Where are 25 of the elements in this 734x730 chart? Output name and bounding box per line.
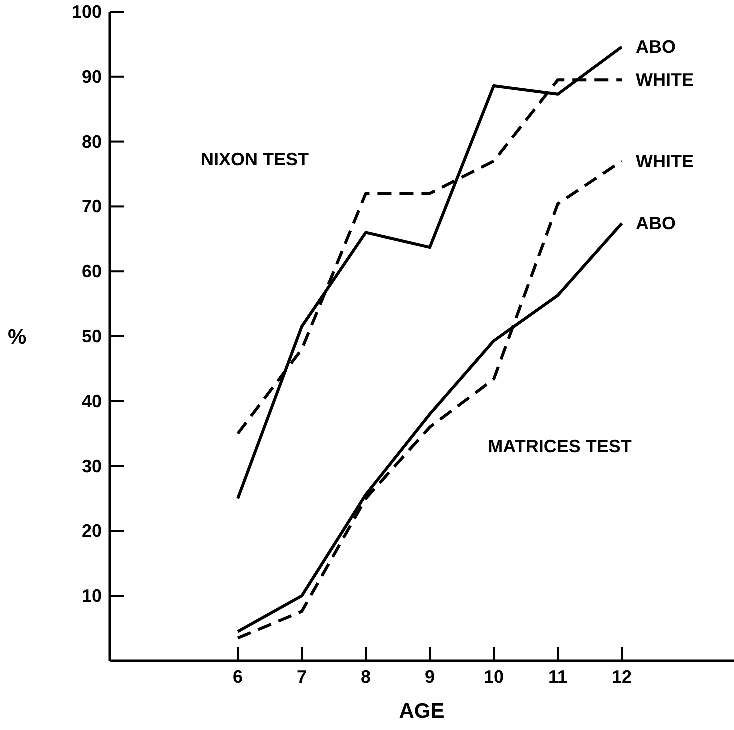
x-tick-label: 9 [424, 667, 436, 687]
series-label: ABO [636, 37, 676, 58]
x-tick-label: 10 [484, 667, 504, 687]
series-label: ABO [636, 214, 676, 234]
series-label: WHITE [636, 151, 694, 172]
y-tick-label: 60 [82, 262, 102, 282]
x-axis-title: AGE [399, 700, 445, 723]
x-tick-label: 11 [548, 667, 568, 687]
y-tick-label: 90 [82, 66, 102, 87]
y-tick-label: 100 [72, 2, 102, 22]
y-axis-title: % [8, 326, 27, 349]
y-tick-label: 40 [82, 391, 102, 412]
series-label: WHITE [636, 70, 694, 90]
y-tick-label: 80 [82, 132, 102, 152]
y-tick-label: 10 [82, 586, 102, 606]
y-tick-label: 20 [82, 521, 102, 542]
x-tick-label: 6 [232, 667, 244, 687]
y-tick-label: 70 [82, 196, 102, 217]
x-tick-label: 8 [360, 667, 372, 687]
x-tick-label: 12 [612, 667, 632, 687]
x-tick-label: 7 [296, 667, 308, 687]
annotation: MATRICES TEST [488, 436, 632, 458]
y-tick-label: 50 [82, 326, 102, 346]
y-tick-label: 30 [82, 456, 102, 476]
annotation: NIXON TEST [200, 150, 310, 170]
